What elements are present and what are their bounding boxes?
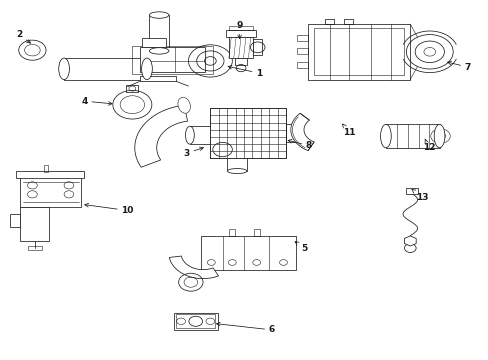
Bar [176,315,215,328]
Polygon shape [200,235,295,270]
Ellipse shape [433,125,444,148]
Text: 5: 5 [294,242,306,253]
Text: 7: 7 [447,61,470,72]
Ellipse shape [380,125,390,148]
Ellipse shape [149,12,168,18]
Bar [229,229,235,235]
Polygon shape [135,105,187,167]
Polygon shape [189,126,210,144]
Ellipse shape [59,58,69,80]
Bar [297,62,307,68]
Text: 8: 8 [287,140,311,150]
Polygon shape [10,214,20,226]
Bar [126,85,138,92]
Polygon shape [290,113,313,150]
Bar [253,229,259,235]
Bar [285,125,295,142]
Polygon shape [16,171,83,178]
Bar [27,246,42,250]
Text: 13: 13 [411,189,428,202]
Bar [325,19,333,24]
Ellipse shape [142,58,152,80]
Text: 10: 10 [84,203,133,215]
Bar [344,19,352,24]
Ellipse shape [185,126,194,144]
Polygon shape [210,108,285,158]
Text: 1: 1 [228,66,262,78]
Polygon shape [20,207,49,241]
Bar [173,313,217,330]
Text: 6: 6 [216,322,274,334]
Text: 4: 4 [81,96,112,105]
Polygon shape [234,58,247,65]
Polygon shape [228,37,253,58]
Ellipse shape [227,168,246,174]
Polygon shape [142,39,166,47]
Polygon shape [64,58,147,80]
Bar [297,36,307,41]
Polygon shape [140,76,176,81]
Text: 9: 9 [236,21,243,39]
Polygon shape [226,30,255,37]
Polygon shape [307,24,409,80]
Polygon shape [404,236,415,246]
Text: 2: 2 [16,30,31,43]
Text: 3: 3 [183,147,203,158]
Bar [43,165,48,172]
Polygon shape [385,125,439,148]
Polygon shape [140,47,205,72]
Polygon shape [149,15,168,51]
Ellipse shape [178,97,190,113]
Bar [297,48,307,54]
Bar [228,26,253,30]
Polygon shape [253,40,261,55]
Polygon shape [227,158,246,171]
Polygon shape [169,256,218,279]
Polygon shape [20,176,81,207]
Text: 11: 11 [342,124,355,137]
Ellipse shape [149,48,168,54]
Text: 12: 12 [422,139,434,152]
Polygon shape [406,188,417,194]
